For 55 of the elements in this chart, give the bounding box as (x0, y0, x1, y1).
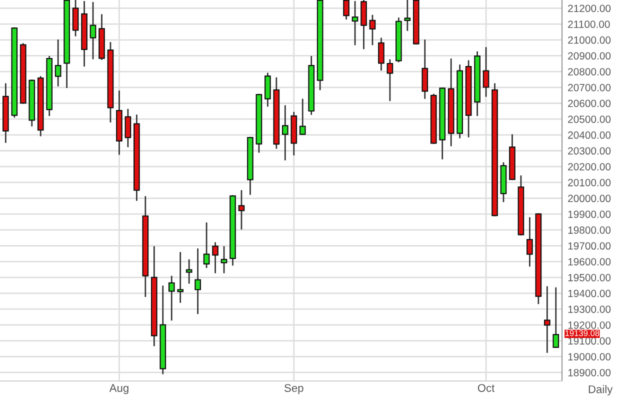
y-tick-label: 19900.00 (568, 210, 611, 218)
candlestick (526, 217, 533, 267)
x-tick-label: Aug (109, 384, 128, 394)
candlestick (238, 190, 245, 230)
y-tick-label: 20100.00 (568, 178, 611, 186)
y-tick-label: 19500.00 (568, 274, 611, 282)
candlestick (220, 246, 228, 274)
candlestick (482, 47, 490, 97)
y-tick-label: 21000.00 (568, 36, 611, 44)
y-tick-label: 20700.00 (568, 84, 611, 92)
text: 19139.08 (565, 330, 600, 336)
candlestick (404, 0, 411, 31)
candlestick (54, 40, 62, 86)
candlestick (72, 0, 79, 36)
y-tick-label: 19400.00 (568, 290, 611, 298)
candlestick (177, 252, 184, 303)
candlestick (194, 248, 201, 314)
y-tick-label: 21100.00 (568, 20, 610, 28)
y-tick-label: 19800.00 (568, 226, 611, 234)
y-tick-label: 19200.00 (568, 321, 611, 329)
y-tick-label: 19700.00 (568, 242, 611, 250)
y-tick-label: 21200.00 (568, 4, 611, 12)
candlestick (544, 286, 550, 353)
candlestick (186, 259, 192, 284)
y-tick-label: 20300.00 (568, 147, 611, 155)
y-tick-label: 20500.00 (568, 116, 611, 123)
candlestick (369, 14, 376, 46)
candlestick (552, 287, 560, 348)
candlestick (378, 38, 384, 71)
candlestick (168, 276, 175, 321)
y-tick-label: 19300.00 (568, 306, 611, 313)
y-tick-label: 20000.00 (568, 194, 611, 202)
candlestick (124, 108, 132, 148)
x-tick-label: Sep (284, 384, 304, 394)
y-tick-label: 20200.00 (568, 163, 611, 170)
y-tick-label: 19600.00 (568, 258, 611, 266)
candlestick (360, 0, 367, 50)
candlestick (90, 2, 96, 60)
candlestick (422, 40, 428, 99)
candlestick (386, 59, 394, 102)
text: Daily (588, 385, 613, 396)
candlestick (203, 222, 210, 268)
candlestick (343, 0, 350, 20)
candlestick (352, 1, 358, 46)
x-tick-label: Oct (478, 384, 495, 392)
y-tick-label: 20900.00 (568, 52, 611, 60)
candlestick (299, 98, 306, 135)
y-tick-label: 20800.00 (568, 68, 611, 76)
candlestick (264, 72, 271, 107)
y-tick-label: 20600.00 (568, 100, 611, 108)
candlestick (282, 105, 288, 160)
y-tick-label: 20400.00 (568, 131, 611, 139)
y-tick-label: 19000.00 (568, 353, 611, 360)
candlestick (212, 242, 218, 274)
y-tick-label: 18900.00 (568, 368, 611, 376)
